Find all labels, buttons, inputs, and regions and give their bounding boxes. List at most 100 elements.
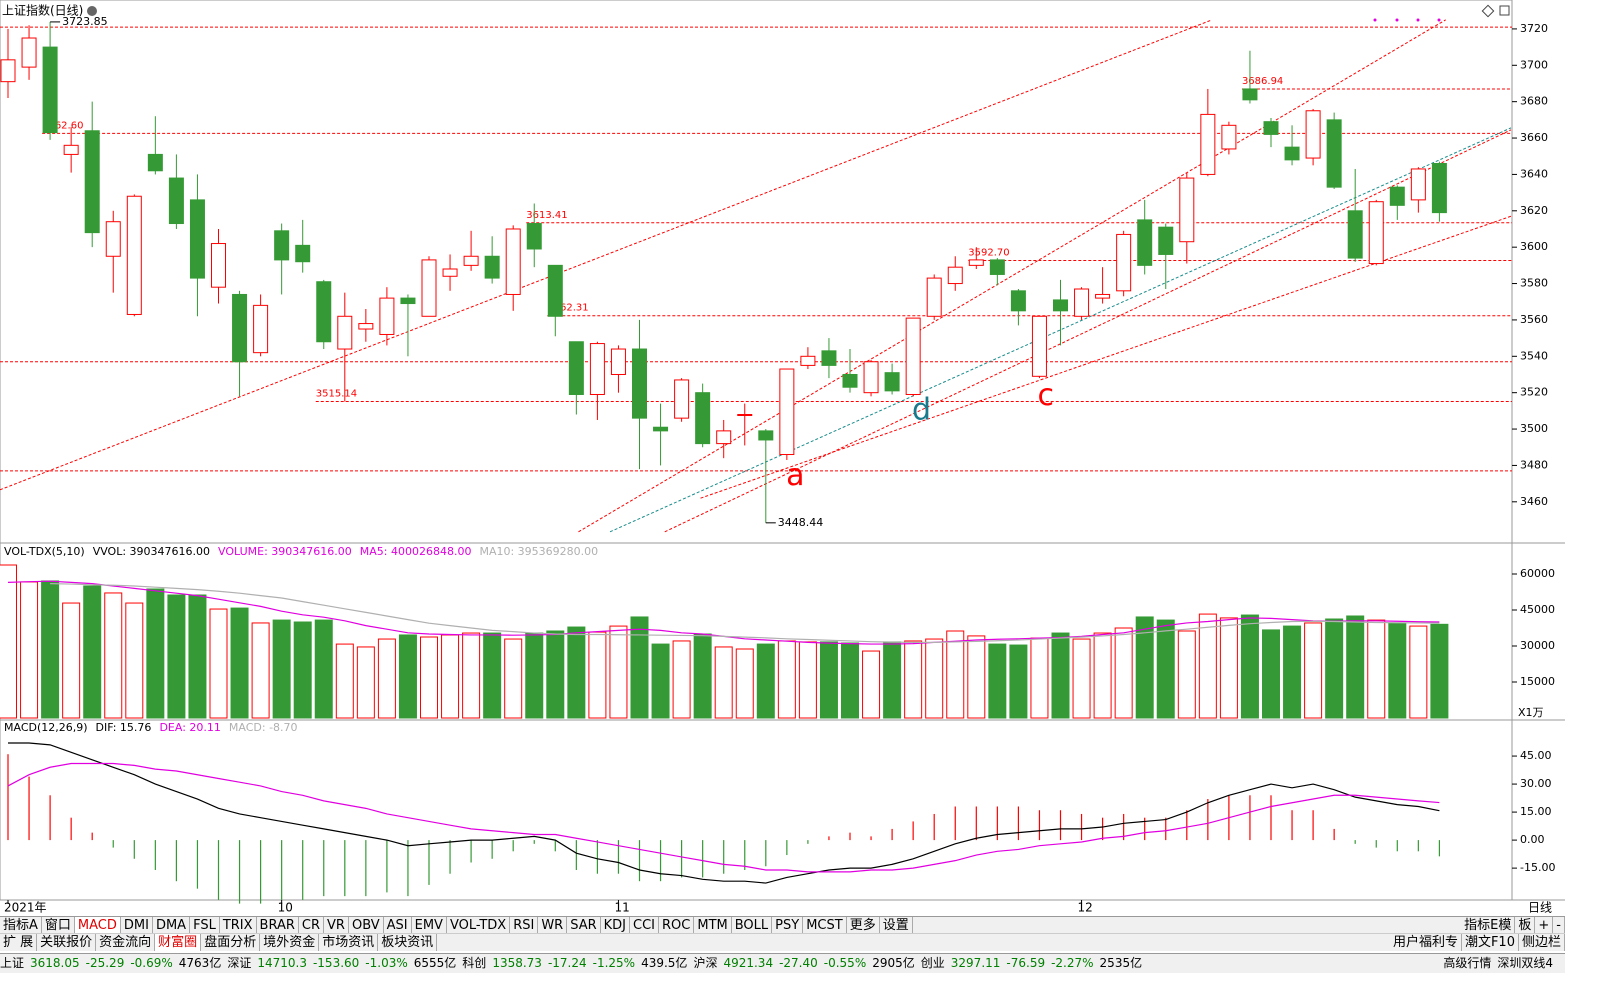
volume-bar xyxy=(188,594,207,719)
candle-body xyxy=(863,361,879,394)
volume-bar xyxy=(230,607,249,719)
annotation: a xyxy=(786,458,804,493)
trend-line xyxy=(0,19,1213,491)
candle-body xyxy=(21,37,37,68)
tab[interactable]: 资金流向 xyxy=(96,934,156,951)
tab[interactable]: MTM xyxy=(694,917,732,934)
y-tick-label: 3640 xyxy=(1520,167,1548,180)
candle-body xyxy=(1200,113,1216,175)
index-value: -0.69% xyxy=(130,956,173,970)
tab[interactable]: + xyxy=(1535,917,1554,934)
candle-body xyxy=(484,255,500,279)
tab-group: 指标E模板 + - xyxy=(1461,917,1565,934)
tab[interactable]: CCI xyxy=(630,917,660,934)
volume-bar xyxy=(1030,637,1049,719)
y-tick-label: -15.00 xyxy=(1520,861,1555,874)
tab[interactable]: 指标E模 xyxy=(1461,917,1516,934)
tab-group: 用户福利专 潮文F10 侧边栏 xyxy=(1390,934,1565,951)
candle-body xyxy=(337,315,353,350)
tab[interactable]: VR xyxy=(324,917,349,934)
candle-body xyxy=(1284,146,1300,161)
tab[interactable]: BOLL xyxy=(732,917,773,934)
y-tick-label: 3720 xyxy=(1520,22,1548,35)
candle-body xyxy=(926,277,942,317)
tab[interactable]: 盘面分析 xyxy=(201,934,261,951)
tab[interactable]: 用户福利专 xyxy=(1390,934,1462,951)
index-name[interactable]: 创业 xyxy=(920,956,945,970)
tab[interactable]: 潮文F10 xyxy=(1462,934,1519,951)
tab[interactable]: EMV xyxy=(412,917,447,934)
index-name[interactable]: 沪深 xyxy=(693,956,718,970)
volume-bar xyxy=(20,581,39,719)
tab[interactable]: BRAR xyxy=(257,917,299,934)
volume-bar xyxy=(967,635,986,719)
title-menu-icon[interactable] xyxy=(87,6,97,16)
volume-bar xyxy=(1240,614,1259,719)
volume-bar xyxy=(314,619,333,719)
volume-bar xyxy=(1219,617,1238,719)
tab[interactable]: CR xyxy=(299,917,325,934)
volume-bar xyxy=(1135,616,1154,719)
y-tick-label: 30000 xyxy=(1520,639,1555,652)
diamond-icon[interactable] xyxy=(1481,4,1495,18)
tab[interactable]: MCST xyxy=(803,917,847,934)
trend-line xyxy=(578,19,1446,533)
index-name[interactable]: 深证 xyxy=(227,956,252,970)
tab[interactable]: DMA xyxy=(153,917,191,934)
tab[interactable]: FSL xyxy=(190,917,220,934)
candle-body xyxy=(905,317,921,395)
tab[interactable]: 市场资讯 xyxy=(319,934,379,951)
level-label: 3562.31 xyxy=(547,303,588,314)
candle-body xyxy=(1389,186,1405,206)
candle-body xyxy=(274,230,290,261)
candle-body xyxy=(168,177,184,225)
volume-bar xyxy=(798,641,817,719)
index-name[interactable]: 科创 xyxy=(462,956,487,970)
tab[interactable]: WR xyxy=(538,917,568,934)
index-value: -153.60 xyxy=(312,956,360,970)
tab[interactable]: MACD xyxy=(74,917,121,934)
y-tick-label: 3580 xyxy=(1520,277,1548,290)
tab[interactable]: RSI xyxy=(510,917,539,934)
y-tick-label: 0.00 xyxy=(1520,833,1545,846)
tab[interactable]: DMI xyxy=(121,917,153,934)
volume-bar xyxy=(1304,622,1323,719)
volume-bar xyxy=(651,643,670,719)
tab[interactable]: ROC xyxy=(659,917,695,934)
tab[interactable]: 扩 展 xyxy=(0,934,38,951)
tab[interactable]: ASI xyxy=(384,917,412,934)
candle-body xyxy=(126,195,142,315)
volume-bar xyxy=(1367,619,1386,719)
tab[interactable]: KDJ xyxy=(601,917,631,934)
tab[interactable]: 窗口 xyxy=(42,917,75,934)
tab[interactable]: 境外资金 xyxy=(260,934,320,951)
square-icon[interactable] xyxy=(1499,5,1510,16)
status-item[interactable]: 高级行情 xyxy=(1443,956,1492,970)
tab[interactable]: 财富圈 xyxy=(155,934,202,951)
tab[interactable]: SAR xyxy=(567,917,601,934)
volume-bar xyxy=(146,588,165,719)
tab[interactable]: VOL-TDX xyxy=(447,917,511,934)
volume-bar xyxy=(62,602,81,719)
candle-body xyxy=(1326,119,1342,188)
tab[interactable]: 指标A xyxy=(0,917,42,934)
tab[interactable]: - xyxy=(1553,917,1565,934)
candle-body xyxy=(716,430,732,445)
tab[interactable]: 关联报价 xyxy=(37,934,97,951)
candle-body xyxy=(758,430,774,441)
level-label: 3613.41 xyxy=(526,210,567,221)
tab[interactable]: 设置 xyxy=(880,917,913,934)
candle-body xyxy=(632,348,647,419)
tab[interactable]: 板 xyxy=(1515,917,1536,934)
tab[interactable]: 更多 xyxy=(847,917,880,934)
tab[interactable]: TRIX xyxy=(220,917,257,934)
status-item[interactable]: 深圳双线4 xyxy=(1497,956,1553,970)
tab[interactable]: 侧边栏 xyxy=(1519,934,1565,951)
index-name[interactable]: 上证 xyxy=(0,956,25,970)
tab[interactable]: PSY xyxy=(772,917,804,934)
candle-body xyxy=(1179,177,1195,243)
tab[interactable]: 板块资讯 xyxy=(378,934,438,951)
index-amount: 6555亿 xyxy=(413,956,457,970)
tab[interactable]: OBV xyxy=(349,917,384,934)
